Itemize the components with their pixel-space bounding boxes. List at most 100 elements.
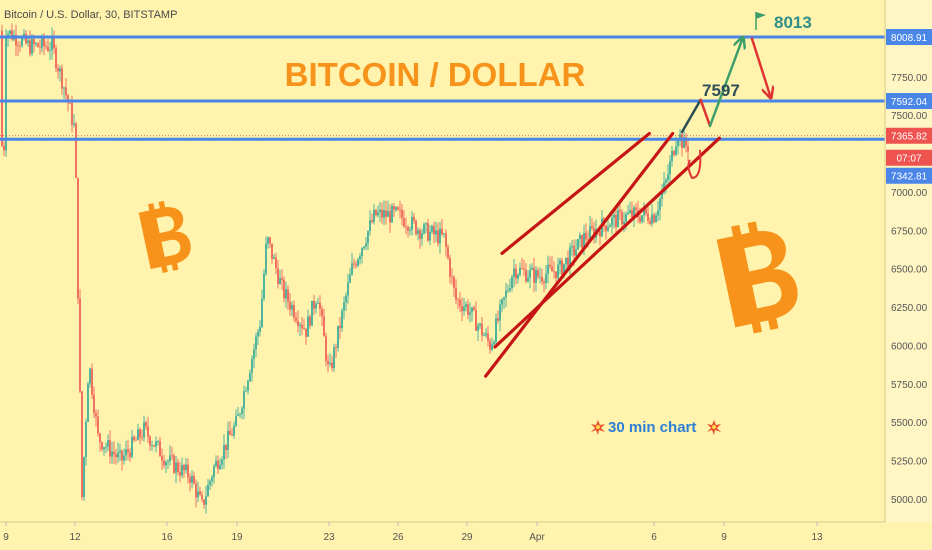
candle-body bbox=[205, 496, 207, 505]
candle-body bbox=[155, 441, 157, 447]
candle-body bbox=[89, 368, 91, 384]
candle-body bbox=[93, 394, 95, 414]
candle-body bbox=[27, 40, 29, 44]
price-tick-label: 6750.00 bbox=[891, 226, 928, 237]
candle-body bbox=[463, 306, 465, 312]
candle-body bbox=[587, 239, 589, 241]
candle-body bbox=[549, 264, 551, 267]
bitcoin-logo-right bbox=[716, 221, 798, 334]
candle-body bbox=[129, 452, 131, 457]
candle-body bbox=[63, 87, 65, 89]
candle-body bbox=[651, 214, 653, 224]
candle-body bbox=[101, 442, 103, 450]
candle-body bbox=[529, 269, 531, 278]
candle-body bbox=[515, 268, 517, 279]
candle-body bbox=[61, 68, 63, 89]
candle-body bbox=[683, 137, 685, 149]
candle-body bbox=[557, 264, 559, 278]
price-tag-label: 7342.81 bbox=[891, 172, 928, 183]
candle-body bbox=[387, 211, 389, 217]
candle-body bbox=[635, 207, 637, 211]
price-tag: 7365.82 bbox=[886, 127, 932, 144]
candle-body bbox=[201, 494, 203, 500]
candle-body bbox=[403, 218, 405, 227]
candle-body bbox=[419, 230, 421, 239]
candle-body bbox=[199, 491, 201, 495]
candle-body bbox=[49, 50, 51, 52]
candle-body bbox=[611, 217, 613, 226]
candle-body bbox=[539, 276, 541, 278]
candle-body bbox=[113, 451, 115, 455]
candle-body bbox=[173, 455, 175, 473]
candle-body bbox=[643, 208, 645, 216]
candle-body bbox=[269, 237, 271, 244]
price-tag-bg bbox=[886, 149, 932, 166]
price-tag-bg bbox=[886, 93, 932, 110]
time-tick-label: 23 bbox=[323, 532, 335, 543]
candle-body bbox=[669, 161, 671, 175]
candle-body bbox=[589, 226, 591, 240]
candle-body bbox=[123, 455, 125, 461]
candle-body bbox=[243, 391, 245, 409]
price-tag: 8008.91 bbox=[886, 29, 932, 46]
candle-body bbox=[561, 260, 563, 275]
candle-body bbox=[153, 445, 155, 447]
candle-body bbox=[1, 30, 3, 147]
candle-body bbox=[305, 328, 307, 337]
time-tick-label: 29 bbox=[461, 532, 473, 543]
candle-body bbox=[347, 282, 349, 296]
candle-body bbox=[613, 214, 615, 218]
candle-body bbox=[535, 270, 537, 283]
candle-body bbox=[421, 233, 423, 239]
candle-body bbox=[301, 324, 303, 329]
collision-icon-left bbox=[591, 420, 605, 435]
candle-body bbox=[375, 209, 377, 216]
candle-body bbox=[499, 304, 501, 321]
candle-body bbox=[585, 232, 587, 240]
candle-body bbox=[21, 38, 23, 46]
candle-body bbox=[647, 213, 649, 221]
time-tick-label: 9 bbox=[3, 532, 9, 543]
candle-body bbox=[443, 233, 445, 235]
candle-body bbox=[169, 455, 171, 462]
candle-body bbox=[57, 68, 59, 72]
candle-body bbox=[213, 466, 215, 478]
candle-body bbox=[563, 263, 565, 275]
candle-body bbox=[623, 221, 625, 225]
candle-body bbox=[147, 426, 149, 437]
candle-body bbox=[485, 333, 487, 336]
candle-body bbox=[679, 134, 681, 141]
candle-body bbox=[547, 264, 549, 274]
candle-body bbox=[475, 309, 477, 331]
candle-body bbox=[221, 459, 223, 465]
candle-body bbox=[189, 477, 191, 483]
candle-body bbox=[507, 290, 509, 291]
candle-body bbox=[527, 277, 529, 282]
candle-body bbox=[133, 436, 135, 440]
candle-body bbox=[161, 456, 163, 461]
candle-body bbox=[171, 455, 173, 457]
candle-body bbox=[35, 43, 37, 45]
candle-body bbox=[349, 274, 351, 283]
candle-body bbox=[631, 210, 633, 218]
candle-body bbox=[591, 226, 593, 229]
collision-icon-right bbox=[707, 420, 721, 435]
projection-segment bbox=[680, 98, 702, 134]
candle-body bbox=[307, 316, 309, 337]
candle-body bbox=[51, 37, 53, 51]
candle-body bbox=[289, 301, 291, 310]
candle-body bbox=[47, 46, 49, 51]
candle-body bbox=[203, 499, 205, 505]
candle-body bbox=[137, 429, 139, 441]
candle-body bbox=[193, 475, 195, 484]
candle-body bbox=[277, 268, 279, 284]
candle-body bbox=[261, 298, 263, 327]
candle-body bbox=[67, 95, 69, 104]
candle-body bbox=[295, 317, 297, 321]
time-tick-label: 19 bbox=[231, 532, 243, 543]
time-tick-label: 6 bbox=[651, 532, 657, 543]
price-tags: 8008.91 7592.04 7365.82 07:07 7342.81 bbox=[886, 29, 932, 184]
candle-body bbox=[577, 239, 579, 250]
candle-body bbox=[271, 243, 273, 259]
